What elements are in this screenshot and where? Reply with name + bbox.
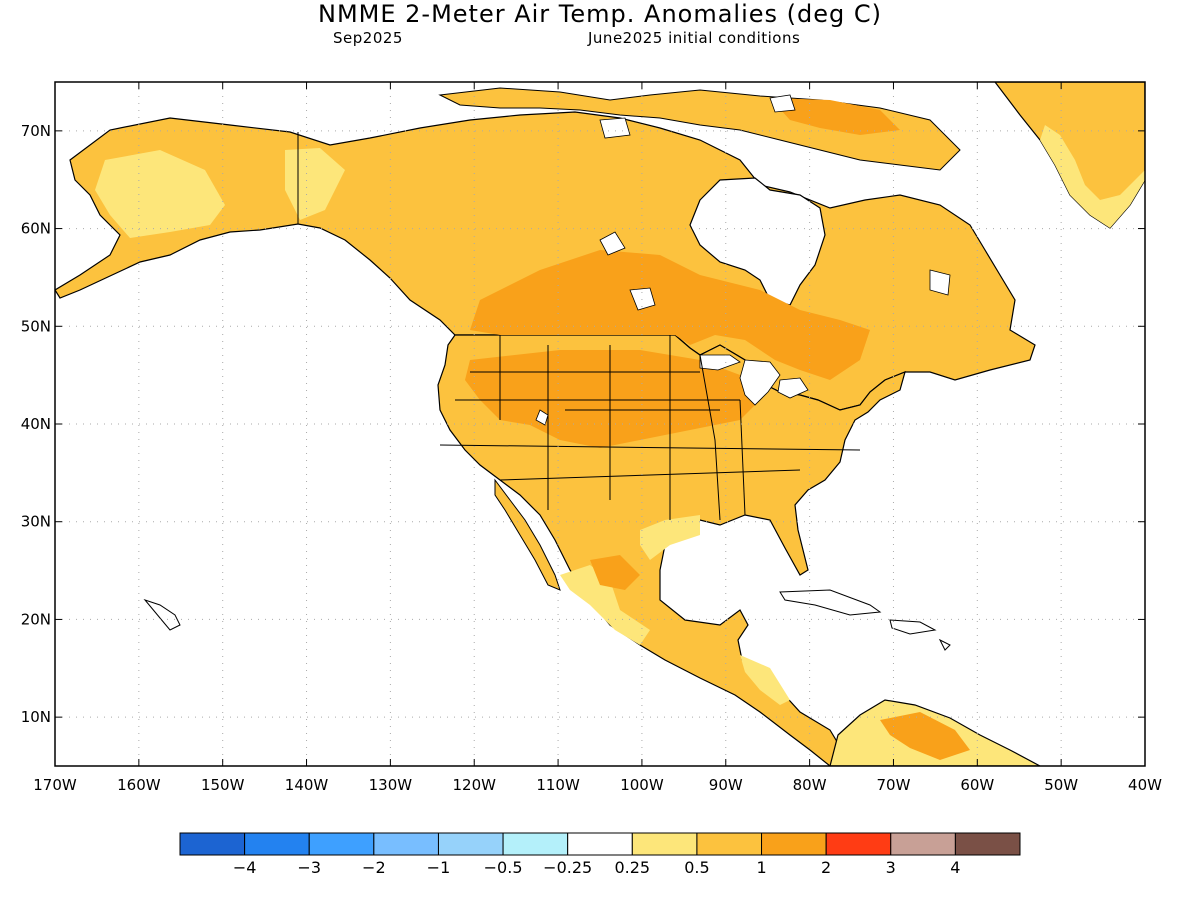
lat-tick-label: 70N (21, 122, 51, 140)
lat-tick-label: 50N (21, 317, 51, 335)
colorbar-swatch (308, 832, 375, 856)
lat-tick-label: 60N (21, 220, 51, 238)
us-mexico-landmass (437, 334, 906, 766)
colorbar-swatch (954, 832, 1021, 856)
colorbar-label: 0.25 (614, 858, 650, 877)
colorbar-label: −1 (427, 858, 451, 877)
colorbar-label: 0.5 (684, 858, 709, 877)
colorbar-label: −2 (362, 858, 386, 877)
colorbar: −4 −3 −2 −1 −0.5 −0.25 0.25 0.5 1 2 3 4 (179, 832, 1021, 877)
colorbar-swatch (825, 832, 892, 856)
lon-tick-label: 110W (536, 776, 580, 794)
lon-tick-label: 90W (709, 776, 743, 794)
lon-tick-label: 150W (201, 776, 245, 794)
colorbar-swatch (179, 832, 246, 856)
colorbar-label: −4 (233, 858, 257, 877)
lon-tick-label: 40W (1128, 776, 1162, 794)
colorbar-label: 4 (950, 858, 960, 877)
baja-california (494, 478, 561, 591)
lon-tick-label: 50W (1044, 776, 1078, 794)
anomaly-0.25-0.5-regions (95, 148, 790, 705)
initial-conditions-label: June2025 initial conditions (588, 29, 801, 47)
land-anomaly-layer (55, 82, 1145, 766)
lat-tick-label: 10N (21, 708, 51, 726)
lat-tick-group: 70N 60N 50N 40N 30N 20N 10N (21, 122, 1145, 726)
map-title: NMME 2-Meter Air Temp. Anomalies (deg C) (317, 0, 882, 28)
lon-tick-label: 130W (369, 776, 413, 794)
colorbar-swatch (567, 832, 633, 856)
lon-tick-label: 80W (793, 776, 827, 794)
colorbar-label: 1 (756, 858, 766, 877)
lon-tick-label: 100W (620, 776, 664, 794)
lon-tick-label: 160W (117, 776, 161, 794)
colorbar-swatch (244, 832, 310, 856)
colorbar-swatch (437, 832, 504, 856)
lon-tick-group: 170W 160W 150W 140W 130W 120W 110W 100W 90W 80W 70… (33, 82, 1162, 794)
colorbar-swatch (373, 832, 439, 856)
colorbar-label: −0.5 (484, 858, 523, 877)
colorbar-label: −3 (297, 858, 321, 877)
colorbar-label: −0.25 (543, 858, 592, 877)
colorbar-swatch (631, 832, 698, 856)
lon-tick-label: 120W (452, 776, 496, 794)
lon-tick-label: 70W (877, 776, 911, 794)
colorbar-swatch (502, 832, 569, 856)
lat-tick-label: 30N (21, 513, 51, 531)
forecast-month: Sep2025 (333, 29, 403, 47)
lakes (535, 94, 951, 426)
lon-tick-label: 140W (285, 776, 329, 794)
greenland-light-coast (1040, 125, 1145, 228)
lon-tick-label: 170W (33, 776, 77, 794)
lat-tick-label: 20N (21, 610, 51, 628)
colorbar-swatch (696, 832, 763, 856)
hudson-bay (689, 177, 826, 306)
map-frame (54, 81, 1146, 767)
colorbar-label: 3 (886, 858, 896, 877)
colorbar-label: 2 (821, 858, 831, 877)
lat-tick-label: 40N (21, 415, 51, 433)
lon-tick-label: 60W (960, 776, 994, 794)
colorbar-swatch (761, 832, 827, 856)
caribbean-islands (143, 589, 951, 651)
state-borders (297, 132, 861, 521)
colorbar-swatch (890, 832, 956, 856)
